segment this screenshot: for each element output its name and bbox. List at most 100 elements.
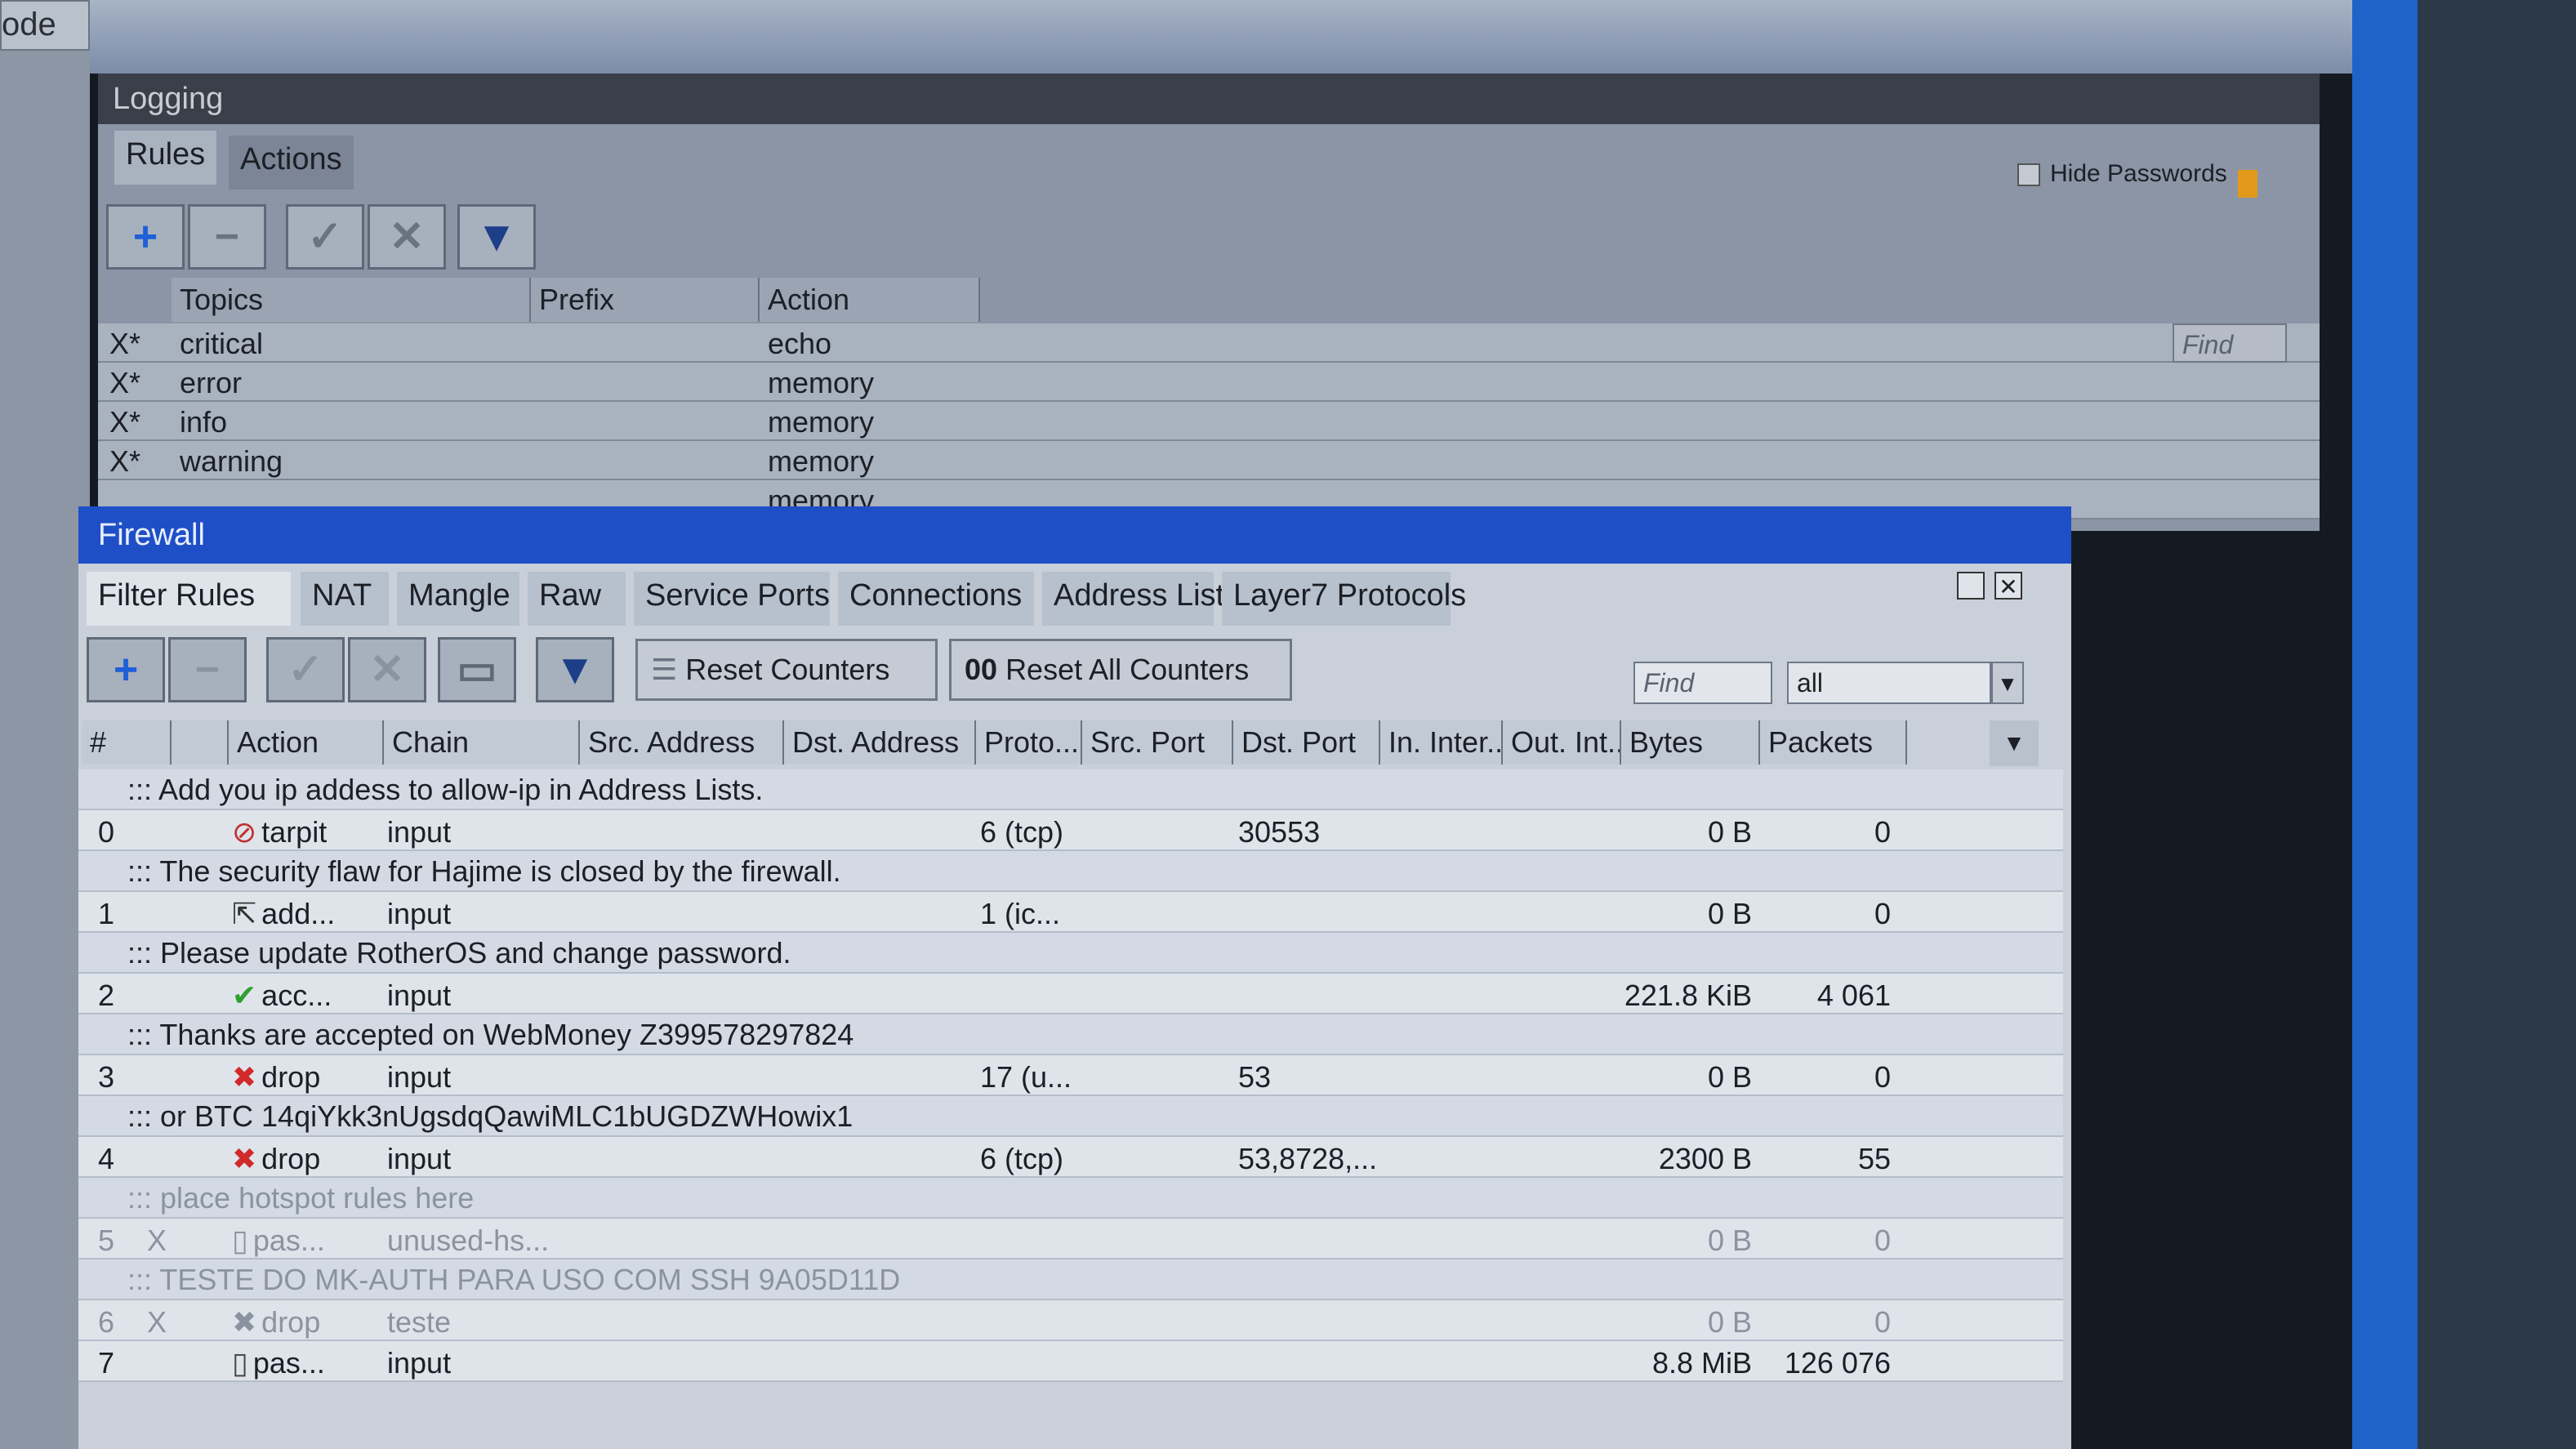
left-sidebar: [0, 49, 90, 1449]
action-label: drop: [261, 1060, 321, 1094]
rule-comment[interactable]: ::: Thanks are accepted on WebMoney Z399…: [78, 1014, 2063, 1055]
action-cell: ✔ acc...: [232, 979, 332, 1013]
topics-cell: critical: [180, 327, 264, 360]
chevron-down-icon: ▼: [2003, 730, 2026, 756]
action-label: drop: [261, 1305, 321, 1339]
table-row[interactable]: 0 ⊘ tarpit input 6 (tcp) 30553 0 B 0: [78, 810, 2063, 851]
tab-service-ports[interactable]: Service Ports: [634, 572, 830, 626]
tab-connections[interactable]: Connections: [838, 572, 1034, 626]
rule-flag: X*: [109, 366, 141, 399]
column-dst-port[interactable]: Dst. Port: [1233, 720, 1380, 765]
column-dst-address[interactable]: Dst. Address: [784, 720, 976, 765]
packets-cell: 0: [1874, 897, 1891, 930]
reset-counters-icon: ☰: [651, 653, 686, 686]
comment-text: ::: Please update RotherOS and change pa…: [127, 936, 791, 970]
tab-address-lists[interactable]: Address Lists: [1042, 572, 1240, 626]
table-row[interactable]: 6 X ✖ drop teste 0 B 0: [78, 1300, 2063, 1341]
filter-select-dropdown[interactable]: ▼: [1991, 662, 2024, 704]
column-proto[interactable]: Proto...: [976, 720, 1082, 765]
action-cell: memory: [768, 405, 875, 439]
comment-text: ::: The security flaw for Hajime is clos…: [127, 854, 841, 888]
column-chain[interactable]: Chain: [384, 720, 580, 765]
column-topics[interactable]: Topics: [172, 278, 531, 322]
reset-all-counters-button[interactable]: 00 Reset All Counters: [949, 639, 1292, 701]
maximize-button[interactable]: [1957, 572, 1985, 600]
enable-rule-button[interactable]: ✓: [266, 637, 345, 702]
action-label: pas...: [252, 1224, 325, 1257]
tab-actions[interactable]: Actions: [229, 136, 354, 189]
packets-cell: 55: [1857, 1142, 1891, 1175]
remove-button[interactable]: −: [188, 204, 266, 270]
action-cell: memory: [768, 444, 875, 478]
action-cell: ✖ drop: [232, 1060, 320, 1095]
topics-cell: error: [180, 366, 243, 399]
log-table-row[interactable]: X* info memory: [98, 402, 2320, 441]
mode-button[interactable]: ode: [0, 0, 90, 51]
hide-passwords-checkbox[interactable]: [2017, 163, 2040, 186]
log-table-row[interactable]: X* error memory: [98, 363, 2320, 402]
rule-comment[interactable]: ::: Add you ip addess to allow-ip in Add…: [78, 769, 2063, 810]
log-table-row[interactable]: X* critical echo: [98, 323, 2320, 363]
check-icon: ✓: [287, 646, 323, 693]
minus-icon: −: [214, 213, 240, 261]
bytes-cell: 0 B: [1707, 897, 1752, 930]
dst-port-cell: 53,8728,...: [1238, 1142, 1378, 1175]
bytes-cell: 0 B: [1707, 1224, 1752, 1257]
column-action[interactable]: Action: [229, 720, 384, 765]
check-icon: ✓: [307, 213, 343, 261]
column-[interactable]: #: [82, 720, 172, 765]
rule-flag: X*: [109, 405, 141, 439]
table-row[interactable]: 1 ⇱ add... input 1 (ic... 0 B 0: [78, 892, 2063, 933]
packets-cell: 4 061: [1816, 979, 1891, 1012]
firewall-find-input[interactable]: Find: [1633, 662, 1772, 704]
column-prefix[interactable]: Prefix: [531, 278, 760, 322]
rule-comment[interactable]: ::: Please update RotherOS and change pa…: [78, 933, 2063, 974]
column-flags[interactable]: [172, 720, 229, 765]
protocol-cell: 6 (tcp): [980, 815, 1064, 849]
x-icon: ✕: [369, 646, 405, 693]
filter-select[interactable]: all: [1787, 662, 1991, 704]
chain-cell: input: [387, 815, 452, 849]
rule-comment[interactable]: ::: The security flaw for Hajime is clos…: [78, 851, 2063, 892]
add-rule-button[interactable]: +: [87, 637, 165, 702]
column-action[interactable]: Action: [760, 278, 980, 322]
table-row[interactable]: 7 ▯ pas... input 8.8 MiB 126 076: [78, 1341, 2063, 1382]
logging-find-input[interactable]: Find: [2173, 323, 2287, 363]
enable-button[interactable]: ✓: [286, 204, 364, 270]
filter-button[interactable]: ▼: [457, 204, 536, 270]
disable-rule-button[interactable]: ✕: [348, 637, 426, 702]
column-src-address[interactable]: Src. Address: [580, 720, 784, 765]
log-table-row[interactable]: X* warning memory: [98, 441, 2320, 480]
reset-counters-button[interactable]: ☰ Reset Counters: [635, 639, 938, 701]
table-row[interactable]: 4 ✖ drop input 6 (tcp) 53,8728,... 2300 B 55: [78, 1137, 2063, 1178]
comment-button[interactable]: ▭: [438, 637, 516, 702]
rule-comment[interactable]: ::: place hotspot rules here: [78, 1178, 2063, 1219]
tab-mangle[interactable]: Mangle: [397, 572, 519, 626]
filter-icon: ▼: [475, 213, 518, 261]
column-bytes[interactable]: Bytes: [1621, 720, 1760, 765]
table-row[interactable]: 2 ✔ acc... input 221.8 KiB 4 061: [78, 974, 2063, 1014]
column-in-inter[interactable]: In. Inter...: [1380, 720, 1503, 765]
rule-comment[interactable]: ::: or BTC 14qiYkk3nUgsdqQawiMLC1bUGDZWH…: [78, 1096, 2063, 1137]
tab-filter-rules[interactable]: Filter Rules: [87, 572, 291, 626]
rule-comment[interactable]: ::: TESTE DO MK-AUTH PARA USO COM SSH 9A…: [78, 1260, 2063, 1300]
column-src-port[interactable]: Src. Port: [1082, 720, 1233, 765]
column-out-int[interactable]: Out. Int...: [1503, 720, 1621, 765]
tab-layer7-protocols[interactable]: Layer7 Protocols: [1222, 572, 1466, 626]
packets-cell: 0: [1874, 1305, 1891, 1339]
add-button[interactable]: +: [106, 204, 185, 270]
disable-button[interactable]: ✕: [368, 204, 446, 270]
filter-button[interactable]: ▼: [536, 637, 614, 702]
action-cell: echo: [768, 327, 832, 360]
action-label: tarpit: [261, 815, 328, 849]
close-button[interactable]: ✕: [1994, 572, 2022, 600]
tab-rules[interactable]: Rules: [114, 131, 217, 185]
table-row[interactable]: 3 ✖ drop input 17 (u... 53 0 B 0: [78, 1055, 2063, 1096]
table-row[interactable]: 5 X ▯ pas... unused-hs... 0 B 0: [78, 1219, 2063, 1260]
tab-raw[interactable]: Raw: [528, 572, 626, 626]
remove-rule-button[interactable]: −: [168, 637, 247, 702]
firewall-title: Firewall: [78, 506, 2071, 564]
columns-dropdown[interactable]: ▼: [1990, 720, 2039, 766]
column-packets[interactable]: Packets: [1760, 720, 1907, 765]
tab-nat[interactable]: NAT: [301, 572, 389, 626]
